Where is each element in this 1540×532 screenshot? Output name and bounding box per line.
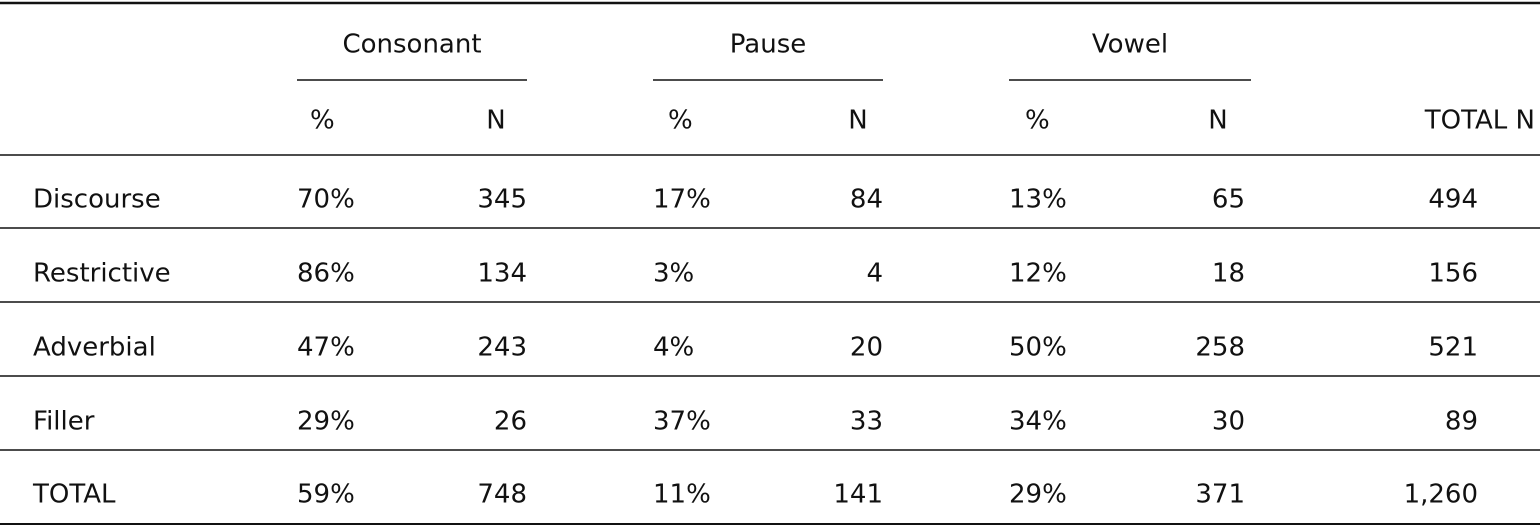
group-header: Pause xyxy=(730,30,806,60)
cell: 65 xyxy=(1212,185,1245,215)
cell: 156 xyxy=(1428,259,1478,289)
cell: 34% xyxy=(1009,407,1067,437)
cell: 26 xyxy=(494,407,527,437)
cell: 4 xyxy=(866,259,883,289)
column-header: N xyxy=(1208,106,1227,136)
cell: 29% xyxy=(297,407,355,437)
cell: 33 xyxy=(850,407,883,437)
cell: 18 xyxy=(1212,259,1245,289)
column-header: N xyxy=(848,106,867,136)
cell: 748 xyxy=(477,480,527,510)
cell: 12% xyxy=(1009,259,1067,289)
row-label: Adverbial xyxy=(33,333,156,363)
cell: 20 xyxy=(850,333,883,363)
cell: 50% xyxy=(1009,333,1067,363)
cell: 37% xyxy=(653,407,711,437)
cell: 371 xyxy=(1195,480,1245,510)
cell: 3% xyxy=(653,259,694,289)
cell: 13% xyxy=(1009,185,1067,215)
cell: 258 xyxy=(1195,333,1245,363)
cell: 17% xyxy=(653,185,711,215)
group-header: Consonant xyxy=(342,30,481,60)
row-label: Filler xyxy=(33,407,95,437)
cell: 345 xyxy=(477,185,527,215)
group-header: Vowel xyxy=(1092,30,1168,60)
column-header: TOTAL N xyxy=(1424,106,1535,136)
cell: 141 xyxy=(833,480,883,510)
cell: 243 xyxy=(477,333,527,363)
cell: 86% xyxy=(297,259,355,289)
cell: 59% xyxy=(297,480,355,510)
column-header: % xyxy=(668,106,693,136)
column-header: N xyxy=(486,106,505,136)
row-label: TOTAL xyxy=(32,480,116,510)
cell: 134 xyxy=(477,259,527,289)
cell: 521 xyxy=(1428,333,1478,363)
row-label: Restrictive xyxy=(33,259,171,289)
cell: 89 xyxy=(1445,407,1478,437)
cell: 494 xyxy=(1428,185,1478,215)
cell: 47% xyxy=(297,333,355,363)
cell: 30 xyxy=(1212,407,1245,437)
cell: 11% xyxy=(653,480,711,510)
cell: 29% xyxy=(1009,480,1067,510)
cell: 84 xyxy=(850,185,883,215)
cell: 4% xyxy=(653,333,694,363)
cell: 1,260 xyxy=(1404,480,1478,510)
column-header: % xyxy=(1025,106,1050,136)
column-header: % xyxy=(310,106,335,136)
row-label: Discourse xyxy=(33,185,161,215)
cell: 70% xyxy=(297,185,355,215)
